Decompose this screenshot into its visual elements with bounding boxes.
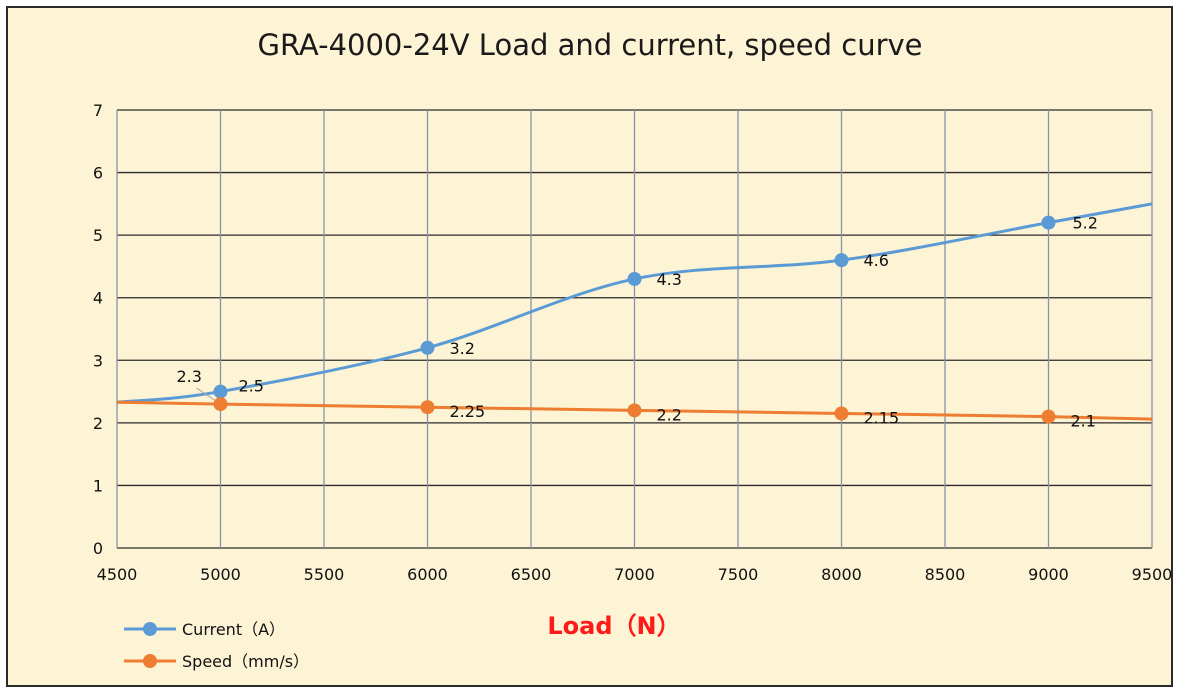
data-point [627,403,642,418]
grid-lines [116,109,1153,549]
x-tick-label: 5000 [200,565,241,584]
x-tick-label: 7000 [614,565,655,584]
legend-entry-label: Speed（mm/s） [182,652,309,671]
axis-ticks: 0 1 2 3 4 5 6 7 4500 5000 5500 6000 6500 7000 7500 8000… [93,101,1173,584]
x-tick-label: 9000 [1028,565,1069,584]
series-layer: 2.5 3.2 4.3 4.6 5.2 2.3 2.25 2.2 2.15 2.1 [116,202,1153,431]
data-point [213,384,228,399]
x-tick-label: 6500 [511,565,552,584]
legend-entry-label: Current（A） [182,620,285,639]
data-label: 4.6 [864,251,889,270]
data-label: 4.3 [657,270,682,289]
y-tick-label: 2 [93,414,103,433]
y-tick-label: 7 [93,101,103,120]
data-point [627,271,642,286]
data-label: 2.2 [657,405,682,424]
data-point [1041,215,1056,230]
data-label: 2.15 [864,408,900,427]
label-leader-line [196,387,215,401]
data-label: 2.25 [450,402,486,421]
data-label: 2.5 [239,377,264,396]
data-point [1041,409,1056,424]
data-label: 5.2 [1073,214,1098,233]
x-axis-label: Load（N） [547,612,680,640]
y-tick-label: 0 [93,539,103,558]
data-label: 2.1 [1071,412,1096,431]
x-tick-label: 5500 [304,565,345,584]
data-label: 2.3 [177,367,202,386]
data-point [834,406,849,421]
x-tick-label: 6000 [407,565,448,584]
y-tick-label: 1 [93,476,103,495]
data-point [213,397,228,412]
y-tick-label: 6 [93,164,103,183]
legend: Current（A） Speed（mm/s） [124,620,309,671]
y-tick-label: 3 [93,351,103,370]
x-tick-label: 9500 [1132,565,1173,584]
x-tick-label: 8000 [821,565,862,584]
legend-swatch-marker [143,622,157,636]
legend-swatch-marker [143,654,157,668]
data-label: 3.2 [450,339,475,358]
x-tick-label: 7500 [718,565,759,584]
data-point [420,400,435,415]
x-tick-label: 8500 [925,565,966,584]
x-tick-label: 4500 [97,565,138,584]
chart-frame [6,6,1173,687]
data-point [420,340,435,355]
data-point [834,253,849,268]
chart-title: GRA-4000-24V Load and current, speed cur… [257,28,922,62]
y-tick-label: 4 [93,289,103,308]
y-tick-label: 5 [93,226,103,245]
